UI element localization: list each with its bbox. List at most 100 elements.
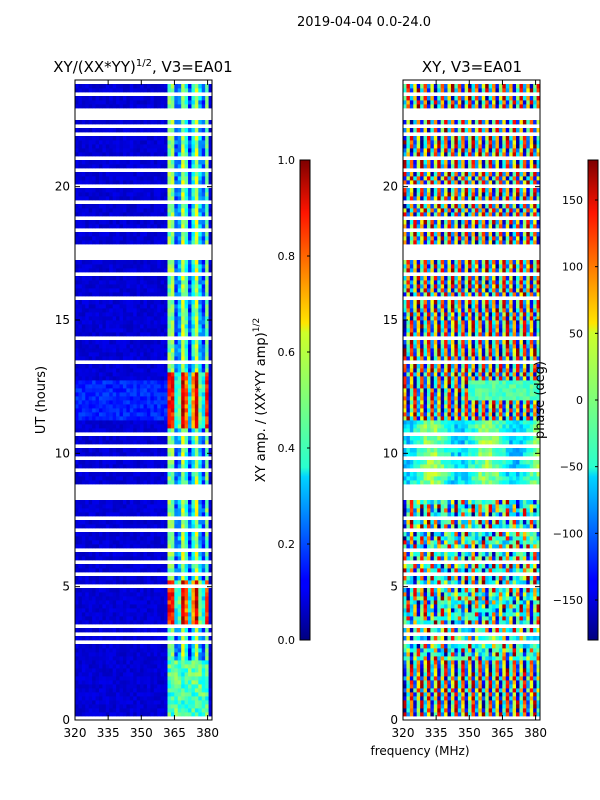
heatmap-cell <box>75 148 79 153</box>
heatmap-cell <box>105 88 110 93</box>
heatmap-cell <box>78 704 83 709</box>
heatmap-cell <box>146 668 151 673</box>
heatmap-cell <box>102 268 107 273</box>
heatmap-cell <box>181 524 186 529</box>
heatmap-cell <box>153 508 158 513</box>
heatmap-cell <box>184 540 189 545</box>
heatmap-cell <box>98 212 103 217</box>
heatmap-cell <box>81 332 86 337</box>
heatmap-cell <box>98 368 103 373</box>
heatmap-cell <box>146 348 151 353</box>
heatmap-cell <box>122 284 127 289</box>
heatmap-cell <box>153 384 158 389</box>
heatmap-cell <box>201 520 206 525</box>
heatmap-cell <box>109 164 114 169</box>
heatmap-cell <box>85 700 90 705</box>
heatmap-cell <box>143 664 148 669</box>
heatmap-cell <box>170 312 175 317</box>
heatmap-cell <box>95 140 100 145</box>
heatmap-cell <box>129 544 134 549</box>
heatmap-cell <box>457 712 462 717</box>
heatmap-cell <box>164 84 168 89</box>
heatmap-cell <box>119 384 124 389</box>
heatmap-cell <box>78 612 83 617</box>
heatmap-cell <box>205 692 209 697</box>
heatmap-cell <box>140 556 144 561</box>
heatmap-cell <box>205 472 209 477</box>
heatmap-cell <box>191 304 196 309</box>
heatmap-cell <box>208 604 213 609</box>
heatmap-cell <box>194 136 199 141</box>
heatmap-cell <box>133 376 138 381</box>
heatmap-cell <box>112 396 117 401</box>
heatmap-cell <box>95 300 100 305</box>
heatmap-cell <box>170 500 175 505</box>
heatmap-cell <box>167 204 172 209</box>
heatmap-cell <box>170 696 175 701</box>
heatmap-cell <box>81 576 86 581</box>
heatmap-cell <box>95 636 100 641</box>
heatmap-cell <box>194 264 199 269</box>
heatmap-cell <box>92 684 96 689</box>
heatmap-cell <box>81 408 86 413</box>
heatmap-cell <box>194 436 199 441</box>
heatmap-cell <box>88 328 93 333</box>
heatmap-cell <box>177 424 182 429</box>
heatmap-cell <box>188 612 192 617</box>
heatmap-cell <box>146 176 151 181</box>
heatmap-cell <box>201 188 206 193</box>
heatmap-cell <box>119 600 124 605</box>
heatmap-cell <box>143 144 148 149</box>
heatmap-cell <box>150 148 155 153</box>
heatmap-cell <box>126 176 131 181</box>
heatmap-cell <box>129 172 134 177</box>
heatmap-cell <box>140 176 144 181</box>
heatmap-cell <box>170 504 175 509</box>
heatmap-cell <box>181 212 186 217</box>
heatmap-cell <box>140 464 144 469</box>
heatmap-cell <box>98 88 103 93</box>
heatmap-cell <box>102 644 107 649</box>
heatmap-cell <box>136 220 141 225</box>
heatmap-cell <box>88 160 93 165</box>
heatmap-cell <box>208 680 213 685</box>
heatmap-cell <box>78 540 83 545</box>
heatmap-cell <box>92 104 96 109</box>
heatmap-cell <box>95 120 100 125</box>
heatmap-cell <box>81 288 86 293</box>
heatmap-cell <box>205 320 209 325</box>
heatmap-cell <box>112 332 117 337</box>
heatmap-cell <box>95 608 100 613</box>
heatmap-cell <box>105 556 110 561</box>
heatmap-cell <box>150 684 155 689</box>
heatmap-cell <box>184 140 189 145</box>
heatmap-cell <box>102 316 107 321</box>
heatmap-cell <box>116 636 120 641</box>
heatmap-cell <box>140 604 144 609</box>
heatmap-cell <box>102 224 107 229</box>
heatmap-cell <box>164 396 168 401</box>
heatmap-cell <box>208 472 213 477</box>
heatmap-cell <box>109 524 114 529</box>
heatmap-cell <box>198 504 203 509</box>
heatmap-cell <box>205 356 209 361</box>
heatmap-cell <box>119 620 124 625</box>
heatmap-cell <box>129 96 134 101</box>
heatmap-cell <box>105 372 110 377</box>
heatmap-cell <box>136 524 141 529</box>
heatmap-cell <box>164 608 168 613</box>
heatmap-cell <box>201 180 206 185</box>
heatmap-cell <box>129 304 134 309</box>
heatmap-cell <box>105 520 110 525</box>
heatmap-cell <box>105 480 110 485</box>
heatmap-cell <box>88 700 93 705</box>
heatmap-cell <box>194 692 199 697</box>
heatmap-cell <box>75 520 79 525</box>
heatmap-cell <box>157 620 162 625</box>
heatmap-cell <box>205 612 209 617</box>
heatmap-cell <box>205 324 209 329</box>
heatmap-cell <box>198 312 203 317</box>
heatmap-cell <box>188 428 192 433</box>
heatmap-cell <box>92 592 96 597</box>
heatmap-cell <box>81 292 86 297</box>
